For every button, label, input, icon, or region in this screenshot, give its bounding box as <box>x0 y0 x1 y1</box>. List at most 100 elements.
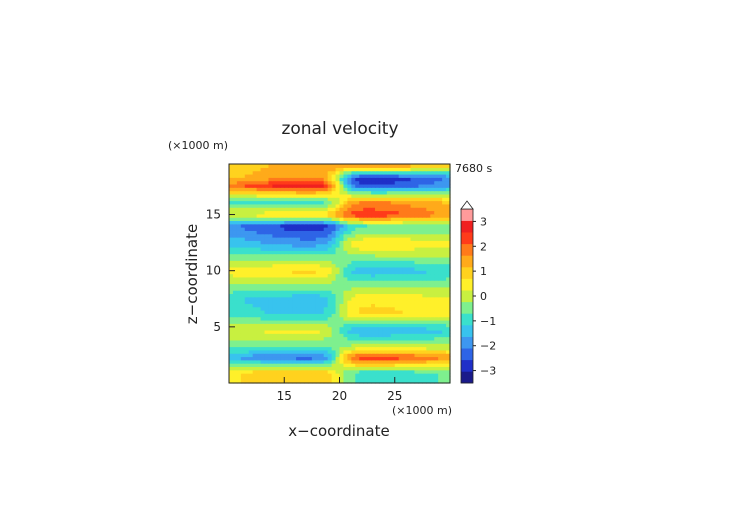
heatmap-cell <box>276 273 281 278</box>
heatmap-cell <box>438 256 443 261</box>
heatmap-cell <box>327 180 333 185</box>
heatmap-cell <box>398 197 404 202</box>
heatmap-cell <box>382 233 388 238</box>
heatmap-cell <box>280 210 285 215</box>
heatmap-cell <box>248 303 254 308</box>
heatmap-cell <box>406 363 412 368</box>
heatmap-cell <box>244 197 250 202</box>
heatmap-cell <box>288 173 293 178</box>
heatmap-cell <box>300 187 305 192</box>
heatmap-cell <box>315 246 321 251</box>
heatmap-cell <box>260 280 266 285</box>
heatmap-cell <box>288 290 293 295</box>
heatmap-cell <box>315 237 321 241</box>
heatmap-cell <box>339 283 345 288</box>
heatmap-cell <box>367 316 372 321</box>
heatmap-cell <box>260 210 266 215</box>
heatmap-cell <box>390 273 396 278</box>
heatmap-cell <box>422 207 427 212</box>
heatmap-cell <box>418 310 423 314</box>
heatmap-cell <box>339 263 345 268</box>
heatmap-cell <box>260 260 266 265</box>
heatmap-cell <box>311 227 317 231</box>
heatmap-cell <box>442 346 447 351</box>
heatmap-cell <box>284 286 289 291</box>
heatmap-cell <box>430 177 435 182</box>
heatmap-cell <box>446 183 451 188</box>
heatmap-cell <box>418 273 423 278</box>
heatmap-cell <box>319 223 325 228</box>
heatmap-cell <box>418 313 423 318</box>
heatmap-cell <box>331 310 337 314</box>
heatmap-cell <box>426 256 431 261</box>
heatmap-cell <box>300 286 305 291</box>
heatmap-cell <box>244 243 250 248</box>
heatmap-cell <box>398 173 404 178</box>
heatmap-cell <box>442 356 447 361</box>
heatmap-cell <box>382 273 388 278</box>
heatmap-cell <box>307 164 313 168</box>
heatmap-cell <box>300 376 305 381</box>
heatmap-cell <box>288 227 293 231</box>
heatmap-cell <box>272 173 277 178</box>
heatmap-cell <box>402 190 408 195</box>
heatmap-cell <box>323 303 329 308</box>
heatmap-cell <box>311 333 317 338</box>
heatmap-cell <box>244 246 250 251</box>
heatmap-cell <box>434 246 439 251</box>
heatmap-cell <box>355 237 360 241</box>
heatmap-cell <box>284 346 289 351</box>
heatmap-cell <box>394 319 400 324</box>
heatmap-cell <box>351 180 356 185</box>
heatmap-cell <box>394 213 400 218</box>
heatmap-cell <box>446 253 451 258</box>
heatmap-cell <box>343 276 348 281</box>
heatmap-cell <box>375 197 380 202</box>
heatmap-cell <box>264 300 270 304</box>
heatmap-cell <box>351 210 356 215</box>
heatmap-cell <box>402 193 408 198</box>
heatmap-cell <box>248 366 254 371</box>
heatmap-cell <box>229 339 234 344</box>
heatmap-cell <box>236 283 242 288</box>
heatmap-cell <box>264 369 270 374</box>
heatmap-cell <box>268 197 274 202</box>
heatmap-cell <box>303 243 309 248</box>
heatmap-cell <box>418 379 423 384</box>
heatmap-cell <box>327 203 333 208</box>
colorbar-swatch <box>461 255 473 268</box>
heatmap-cell <box>236 343 242 348</box>
heatmap-cell <box>402 253 408 258</box>
heatmap-cell <box>232 193 238 198</box>
heatmap-cell <box>414 373 420 377</box>
heatmap-cell <box>300 190 305 195</box>
heatmap-cell <box>351 227 356 231</box>
heatmap-cell <box>378 310 384 314</box>
heatmap-cell <box>359 273 364 278</box>
heatmap-cell <box>315 253 321 258</box>
heatmap-cell <box>319 193 325 198</box>
heatmap-cell <box>406 207 412 212</box>
heatmap-cell <box>382 329 388 334</box>
heatmap-cell <box>446 326 451 331</box>
heatmap-cell <box>446 266 451 271</box>
heatmap-cell <box>248 356 254 361</box>
heatmap-cell <box>300 310 305 314</box>
heatmap-cell <box>343 306 348 311</box>
heatmap-cell <box>268 260 274 265</box>
heatmap-cell <box>319 313 325 318</box>
heatmap-cell <box>430 366 435 371</box>
heatmap-cell <box>371 183 376 188</box>
heatmap-cell <box>284 263 289 268</box>
heatmap-cell <box>339 223 345 228</box>
heatmap-cell <box>378 273 384 278</box>
heatmap-cell <box>303 356 309 361</box>
heatmap-cell <box>390 210 396 215</box>
heatmap-cell <box>434 253 439 258</box>
heatmap-cell <box>434 306 439 311</box>
heatmap-cell <box>335 243 341 248</box>
heatmap-cell <box>418 183 423 188</box>
heatmap-cell <box>355 356 360 361</box>
heatmap-cell <box>386 220 392 225</box>
